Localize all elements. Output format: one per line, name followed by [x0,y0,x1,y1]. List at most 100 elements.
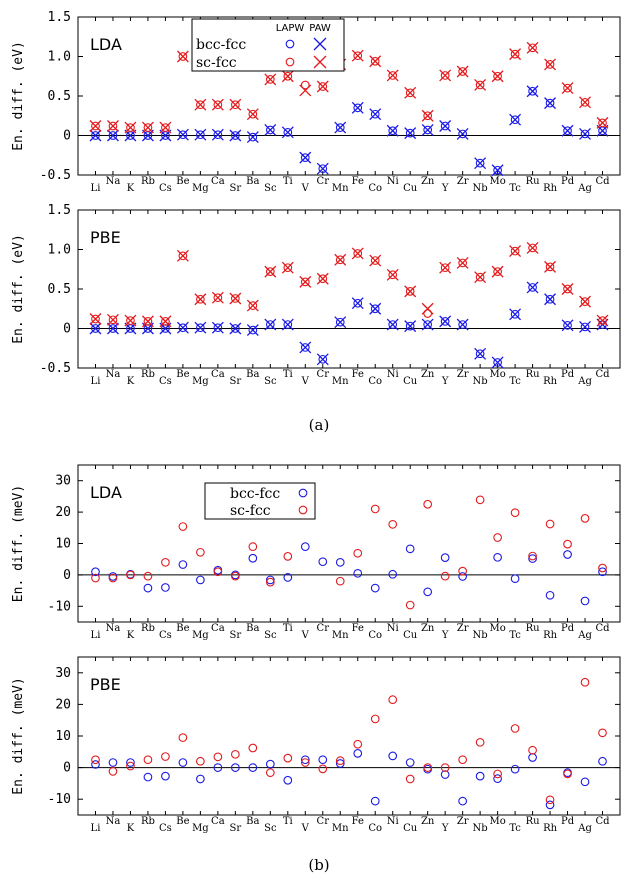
marker-sc-fcc-paw-ba [246,299,259,312]
marker-sc-fcc-ti [283,753,293,763]
x-tick-label-ca: Ca [211,369,225,380]
x-tick-label-ca: Ca [211,816,225,827]
marker-bcc-fcc-co [370,583,380,593]
legend-label-bcc-fcc: bcc-fcc [196,37,246,53]
panel-title: PBE [90,228,121,247]
marker-sc-fcc-rh [545,795,555,805]
marker-sc-fcc-rb [143,755,153,765]
marker-sc-fcc-paw-y [439,69,452,82]
marker-bcc-fcc-lapw-zr [458,320,467,329]
marker-sc-fcc-pd [563,539,572,549]
x-tick-label-fe: Fe [352,623,364,634]
legend-header-paw: PAW [309,23,331,34]
marker-sc-fcc-paw-mg [194,98,207,111]
marker-sc-fcc-lapw-cr [318,82,328,91]
marker-sc-fcc-mo [493,769,502,779]
marker-sc-fcc-lapw-ti [283,71,293,81]
y-axis-label: En. diff. (meV) [11,485,26,602]
marker-bcc-fcc-paw-sr [229,129,242,142]
plot-frame [77,209,621,369]
marker-sc-fcc-lapw-co [370,256,380,265]
marker-bcc-fcc-mn [335,759,345,768]
marker-sc-fcc-paw-ru [526,41,539,54]
marker-sc-fcc-lapw-rb [143,317,153,326]
marker-sc-fcc-lapw-sr [231,294,240,303]
marker-sc-fcc-sr [231,571,240,581]
marker-bcc-fcc-paw-ru [526,281,539,294]
marker-bcc-fcc-lapw-ba [248,132,258,142]
legend-label-sc-fcc: sc-fcc [230,503,271,519]
marker-sc-fcc-paw-rb [141,315,154,328]
marker-bcc-fcc-paw-tc [509,113,522,126]
marker-bcc-fcc-paw-cu [404,127,417,140]
marker-bcc-fcc-paw-rh [544,293,557,306]
marker-sc-fcc-mo [493,533,502,542]
marker-sc-fcc-paw-v [299,275,312,288]
marker-sc-fcc-paw-cu [404,285,417,298]
marker-bcc-fcc-pd [563,550,572,559]
marker-bcc-fcc-ag [580,777,590,787]
x-tick-label-na: Na [106,816,121,827]
marker-bcc-fcc-lapw-sr [231,324,240,333]
marker-sc-fcc-cd [598,728,607,738]
x-tick-label-y: Y [441,376,449,387]
marker-sc-fcc-paw-li [89,120,102,132]
marker-sc-fcc-paw-nb [474,271,487,284]
x-tick-label-be: Be [176,623,189,634]
legend-header-lapw: LAPW [276,23,305,34]
marker-bcc-fcc-mn [335,557,345,567]
marker-sc-fcc-be [178,522,188,531]
x-tick-label-co: Co [368,183,382,194]
marker-bcc-fcc-lapw-zn [423,320,433,329]
plot-frame [77,656,621,816]
y-tick-label: 0 [63,568,71,583]
marker-sc-fcc-lapw-ag [580,97,590,107]
x-tick-label-li: Li [91,376,101,387]
marker-sc-fcc-paw-ni [386,69,399,82]
marker-bcc-fcc-ba [248,763,258,772]
marker-sc-fcc-ni [388,695,398,705]
marker-bcc-fcc-paw-ni [386,124,399,137]
marker-sc-fcc-paw-mn [334,253,347,266]
marker-sc-fcc-paw-fe [351,247,364,260]
x-tick-label-cd: Cd [595,369,610,380]
x-tick-label-na: Na [106,176,121,187]
marker-bcc-fcc-paw-fe [351,101,364,114]
marker-sc-fcc-ru [528,551,537,561]
marker-sc-fcc-paw-ag [579,295,591,308]
marker-sc-fcc-lapw-v [300,80,310,90]
marker-bcc-fcc-paw-pd [561,319,574,332]
marker-bcc-fcc-lapw-ni [388,126,398,136]
marker-sc-fcc-paw-k [124,121,137,134]
y-tick-label: -0.5 [40,361,71,376]
x-tick-label-fe: Fe [352,176,364,187]
marker-sc-fcc-k [126,761,135,771]
marker-bcc-fcc-tc [510,764,520,774]
marker-sc-fcc-paw-tc [509,48,522,61]
y-tick-label: 0 [63,322,71,337]
marker-sc-fcc-lapw-mn [335,255,345,265]
marker-sc-fcc-v [300,758,310,767]
marker-bcc-fcc-lapw-mo [493,358,502,367]
legend-label-sc-fcc: sc-fcc [196,55,237,71]
marker-sc-fcc-pd [563,769,572,779]
x-tick-label-ag: Ag [577,823,592,834]
marker-sc-fcc-paw-cu [404,86,417,99]
marker-bcc-fcc-lapw-v [300,153,310,162]
marker-bcc-fcc-ni [388,569,398,579]
marker-bcc-fcc-lapw-sr [231,131,240,140]
marker-bcc-fcc-ca [213,763,223,772]
marker-bcc-fcc-fe [353,568,363,578]
marker-bcc-fcc-lapw-pd [563,126,572,136]
marker-bcc-fcc-v [300,755,310,765]
marker-bcc-fcc-fe [353,749,363,758]
marker-bcc-fcc-lapw-zr [458,129,467,139]
x-tick-label-ag: Ag [577,630,592,641]
marker-bcc-fcc-paw-ti [281,126,294,139]
marker-sc-fcc-rh [545,519,555,529]
marker-sc-fcc-paw-ba [246,108,259,121]
y-tick-label: -10 [48,792,71,807]
marker-bcc-fcc-paw-mg [194,321,207,334]
marker-bcc-fcc-lapw-y [440,121,450,131]
